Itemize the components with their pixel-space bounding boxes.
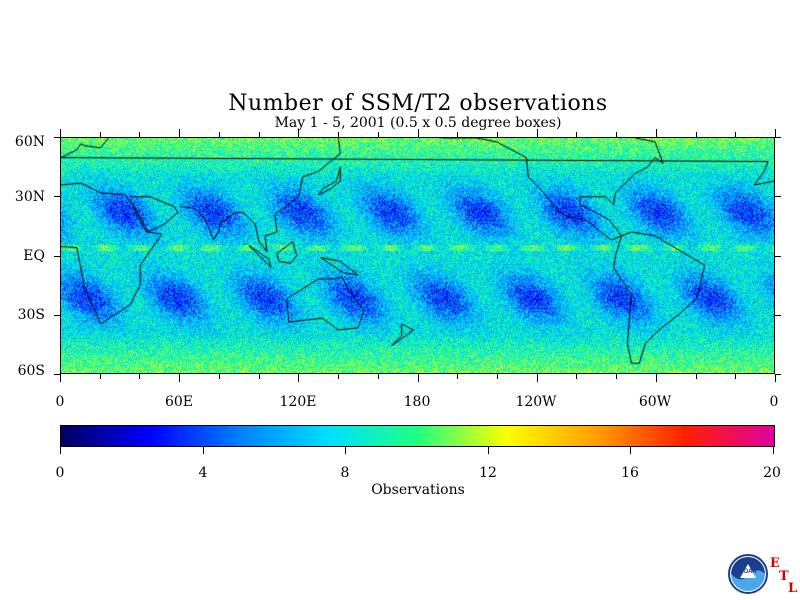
- lat-tick-right: [775, 374, 781, 375]
- map-frame: [60, 137, 775, 374]
- colorbar: [60, 425, 775, 447]
- lon-label-180: 180: [403, 394, 431, 410]
- colorbar-tick: [345, 446, 347, 454]
- lon-tick: [695, 374, 697, 379]
- lon-tick-top: [457, 132, 459, 137]
- lon-label-60e: 60E: [164, 394, 194, 410]
- colorbar-tick: [60, 446, 61, 454]
- lon-tick-top: [616, 132, 618, 137]
- lat-label-60n: 60N: [14, 134, 45, 150]
- lat-tick-right: [775, 314, 781, 316]
- lon-tick-top: [218, 132, 220, 137]
- colorbar-tick: [773, 446, 774, 454]
- lon-tick: [616, 374, 618, 379]
- lon-tick-top: [99, 132, 101, 137]
- lon-tick-top: [139, 132, 141, 137]
- lon-label-0: 0: [55, 394, 65, 410]
- lon-tick-top: [258, 132, 260, 137]
- observation-heatmap: [61, 138, 774, 373]
- lon-tick-top: [536, 129, 538, 137]
- chart-subtitle: May 1 - 5, 2001 (0.5 x 0.5 degree boxes): [274, 115, 562, 131]
- lon-tick: [60, 374, 61, 382]
- colorbar-label-12: 12: [479, 465, 497, 481]
- lon-tick: [218, 374, 220, 379]
- lon-label-0-end: 0: [769, 394, 779, 410]
- colorbar-tick: [630, 446, 632, 454]
- lat-tick: [54, 196, 60, 198]
- lon-tick: [457, 374, 459, 379]
- lon-tick: [377, 374, 379, 379]
- lat-tick: [54, 314, 60, 316]
- lon-tick: [338, 374, 340, 379]
- colorbar-title: Observations: [371, 482, 465, 498]
- lon-label-60w: 60W: [638, 394, 672, 410]
- etl-letter-e: E: [770, 556, 780, 571]
- lat-tick: [54, 137, 60, 138]
- lon-tick: [655, 374, 657, 382]
- lon-tick-top: [576, 132, 578, 137]
- colorbar-label-0: 0: [55, 465, 65, 481]
- lon-tick-top: [655, 129, 657, 137]
- lat-tick-right: [775, 196, 781, 198]
- colorbar-label-20: 20: [763, 465, 781, 481]
- lon-tick: [775, 374, 776, 382]
- lon-tick: [496, 374, 498, 379]
- lat-label-eq: EQ: [23, 248, 45, 264]
- etl-letter-t: T: [779, 569, 789, 584]
- lon-tick: [179, 374, 181, 382]
- lon-tick: [99, 374, 101, 379]
- lon-tick: [735, 374, 737, 379]
- colorbar-tick: [202, 446, 204, 454]
- noaa-text: NOAA: [739, 569, 757, 575]
- lon-tick: [258, 374, 260, 379]
- lat-label-30s: 30S: [17, 307, 45, 323]
- lon-tick: [536, 374, 538, 382]
- lat-label-60s: 60S: [17, 363, 45, 379]
- lon-tick-top: [695, 132, 697, 137]
- colorbar-label-4: 4: [198, 465, 208, 481]
- lon-label-120w: 120W: [515, 394, 557, 410]
- lon-tick: [576, 374, 578, 379]
- lon-tick-top: [60, 129, 61, 137]
- colorbar-tick: [487, 446, 489, 454]
- noaa-logo-icon: NOAA: [728, 554, 768, 594]
- lat-tick: [54, 374, 60, 375]
- lon-tick: [298, 374, 300, 382]
- lat-tick-right: [775, 255, 781, 257]
- lon-tick-top: [775, 129, 776, 137]
- lon-tick: [417, 374, 419, 382]
- lat-tick: [54, 255, 60, 257]
- chart-title: Number of SSM/T2 observations: [228, 91, 608, 116]
- lon-label-120e: 120E: [279, 394, 317, 410]
- lon-tick-top: [298, 129, 300, 137]
- lon-tick-top: [735, 132, 737, 137]
- lon-tick: [139, 374, 141, 379]
- colorbar-label-16: 16: [621, 465, 639, 481]
- lon-tick-top: [179, 129, 181, 137]
- lat-tick-right: [775, 137, 781, 138]
- lon-tick-top: [377, 132, 379, 137]
- lon-tick-top: [417, 129, 419, 137]
- etl-letter-l: L: [788, 581, 798, 596]
- lon-tick-top: [338, 132, 340, 137]
- colorbar-label-8: 8: [340, 465, 350, 481]
- lon-tick-top: [496, 132, 498, 137]
- lat-label-30n: 30N: [14, 189, 45, 205]
